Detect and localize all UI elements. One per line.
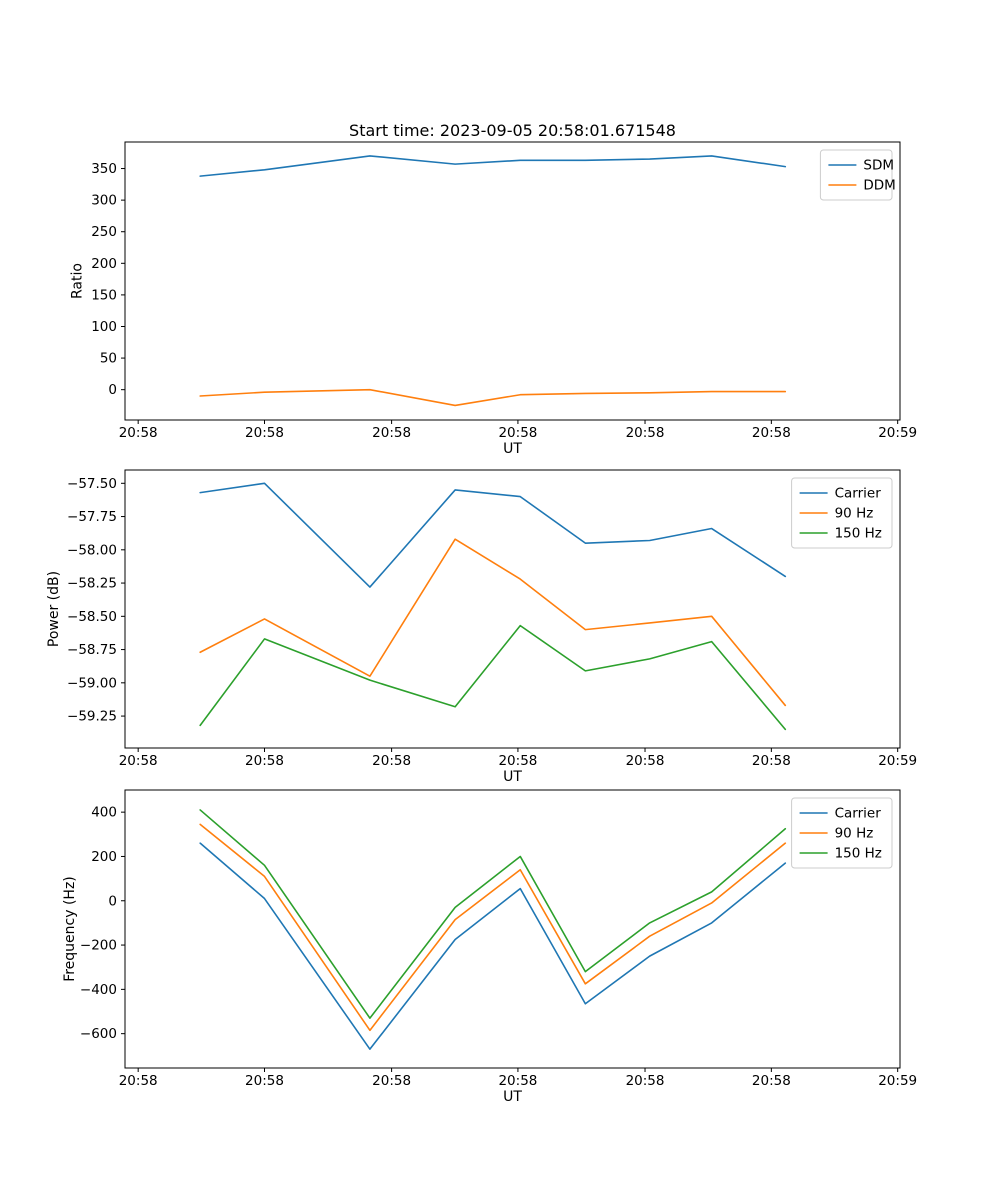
y-tick-label: −58.75 bbox=[67, 642, 117, 658]
legend-label: 150 Hz bbox=[835, 526, 882, 542]
x-tick-label: 20:59 bbox=[878, 1073, 917, 1089]
x-tick-label: 20:58 bbox=[245, 1073, 284, 1089]
y-tick-label: 0 bbox=[108, 382, 117, 398]
y-tick-label: −400 bbox=[80, 982, 117, 998]
series-line-150-hz bbox=[199, 809, 787, 1019]
legend-frame bbox=[819, 149, 893, 201]
y-tick-label: 350 bbox=[91, 161, 117, 177]
x-axis-label: UT bbox=[503, 441, 522, 457]
y-tick-label: −57.50 bbox=[67, 476, 117, 492]
x-tick-label: 20:58 bbox=[119, 425, 158, 441]
power-chart: 20:58 20:58 20:58 20:58 20:58 20:58 20:59 −59.2… bbox=[46, 469, 917, 785]
x-tick-label: 20:58 bbox=[372, 425, 411, 441]
legend-frame bbox=[791, 477, 893, 549]
y-tick-label: 0 bbox=[108, 893, 117, 909]
y-tick-label: −59.25 bbox=[67, 709, 117, 725]
series-line-150-hz bbox=[199, 624, 787, 731]
ratio-chart: 20:58 20:58 20:58 20:58 20:58 20:58 20:59 0 50 10… bbox=[70, 141, 917, 457]
x-tick-label: 20:58 bbox=[372, 1073, 411, 1089]
series-line-carrier bbox=[199, 842, 787, 1050]
x-tick-label: 20:58 bbox=[245, 753, 284, 769]
x-tick-label: 20:58 bbox=[626, 1073, 665, 1089]
x-tick-label: 20:58 bbox=[626, 425, 665, 441]
y-tick-label: 50 bbox=[100, 351, 117, 367]
frequency-chart: 20:58 20:58 20:58 20:58 20:58 20:58 20:59 −600 −… bbox=[62, 789, 917, 1105]
x-tick-label: 20:58 bbox=[752, 425, 791, 441]
x-tick-label: 20:58 bbox=[626, 753, 665, 769]
y-tick-label: 400 bbox=[91, 805, 117, 821]
x-tick-label: 20:58 bbox=[752, 753, 791, 769]
y-tick-label: −600 bbox=[80, 1026, 117, 1042]
y-tick-label: 200 bbox=[91, 849, 117, 865]
x-axis-label: UT bbox=[503, 1089, 522, 1105]
y-tick-label: −59.00 bbox=[67, 675, 117, 691]
y-tick-label: −57.75 bbox=[67, 509, 117, 525]
x-tick-label: 20:59 bbox=[878, 425, 917, 441]
y-axis-label: Power (dB) bbox=[46, 571, 62, 647]
y-tick-label: 100 bbox=[91, 319, 117, 335]
x-tick-label: 20:58 bbox=[498, 1073, 537, 1089]
y-tick-label: 250 bbox=[91, 224, 117, 240]
legend-label: 90 Hz bbox=[835, 506, 874, 522]
x-axis-label: UT bbox=[503, 769, 522, 785]
legend-label: 90 Hz bbox=[835, 826, 874, 842]
x-tick-label: 20:58 bbox=[245, 425, 284, 441]
axes-frame bbox=[124, 141, 901, 421]
y-axis-label: Frequency (Hz) bbox=[62, 876, 78, 982]
x-tick-label: 20:58 bbox=[498, 753, 537, 769]
series-line-90-hz bbox=[199, 823, 787, 1032]
y-tick-label: −58.00 bbox=[67, 542, 117, 558]
x-tick-label: 20:59 bbox=[878, 753, 917, 769]
series-line-sdm bbox=[199, 155, 787, 177]
y-tick-label: −58.50 bbox=[67, 609, 117, 625]
legend-label: 150 Hz bbox=[835, 846, 882, 862]
axes-frame bbox=[124, 789, 901, 1069]
x-tick-label: 20:58 bbox=[119, 753, 158, 769]
y-tick-label: 200 bbox=[91, 256, 117, 272]
axes-frame bbox=[124, 469, 901, 749]
y-tick-label: 150 bbox=[91, 287, 117, 303]
series-line-ddm bbox=[199, 388, 787, 407]
legend-label: Carrier bbox=[835, 806, 882, 822]
y-tick-label: 300 bbox=[91, 193, 117, 209]
x-tick-label: 20:58 bbox=[119, 1073, 158, 1089]
x-tick-label: 20:58 bbox=[372, 753, 411, 769]
y-tick-label: −200 bbox=[80, 938, 117, 954]
y-tick-label: −58.25 bbox=[67, 576, 117, 592]
legend-label: Carrier bbox=[835, 486, 882, 502]
x-tick-label: 20:58 bbox=[498, 425, 537, 441]
x-tick-label: 20:58 bbox=[752, 1073, 791, 1089]
legend-label: DDM bbox=[863, 178, 895, 194]
series-line-carrier bbox=[199, 482, 787, 588]
y-axis-label: Ratio bbox=[70, 263, 86, 299]
figure-title: Start time: 2023-09-05 20:58:01.671548 bbox=[349, 121, 676, 140]
series-line-90-hz bbox=[199, 538, 787, 707]
legend-frame bbox=[791, 797, 893, 869]
legend-label: SDM bbox=[863, 158, 894, 174]
